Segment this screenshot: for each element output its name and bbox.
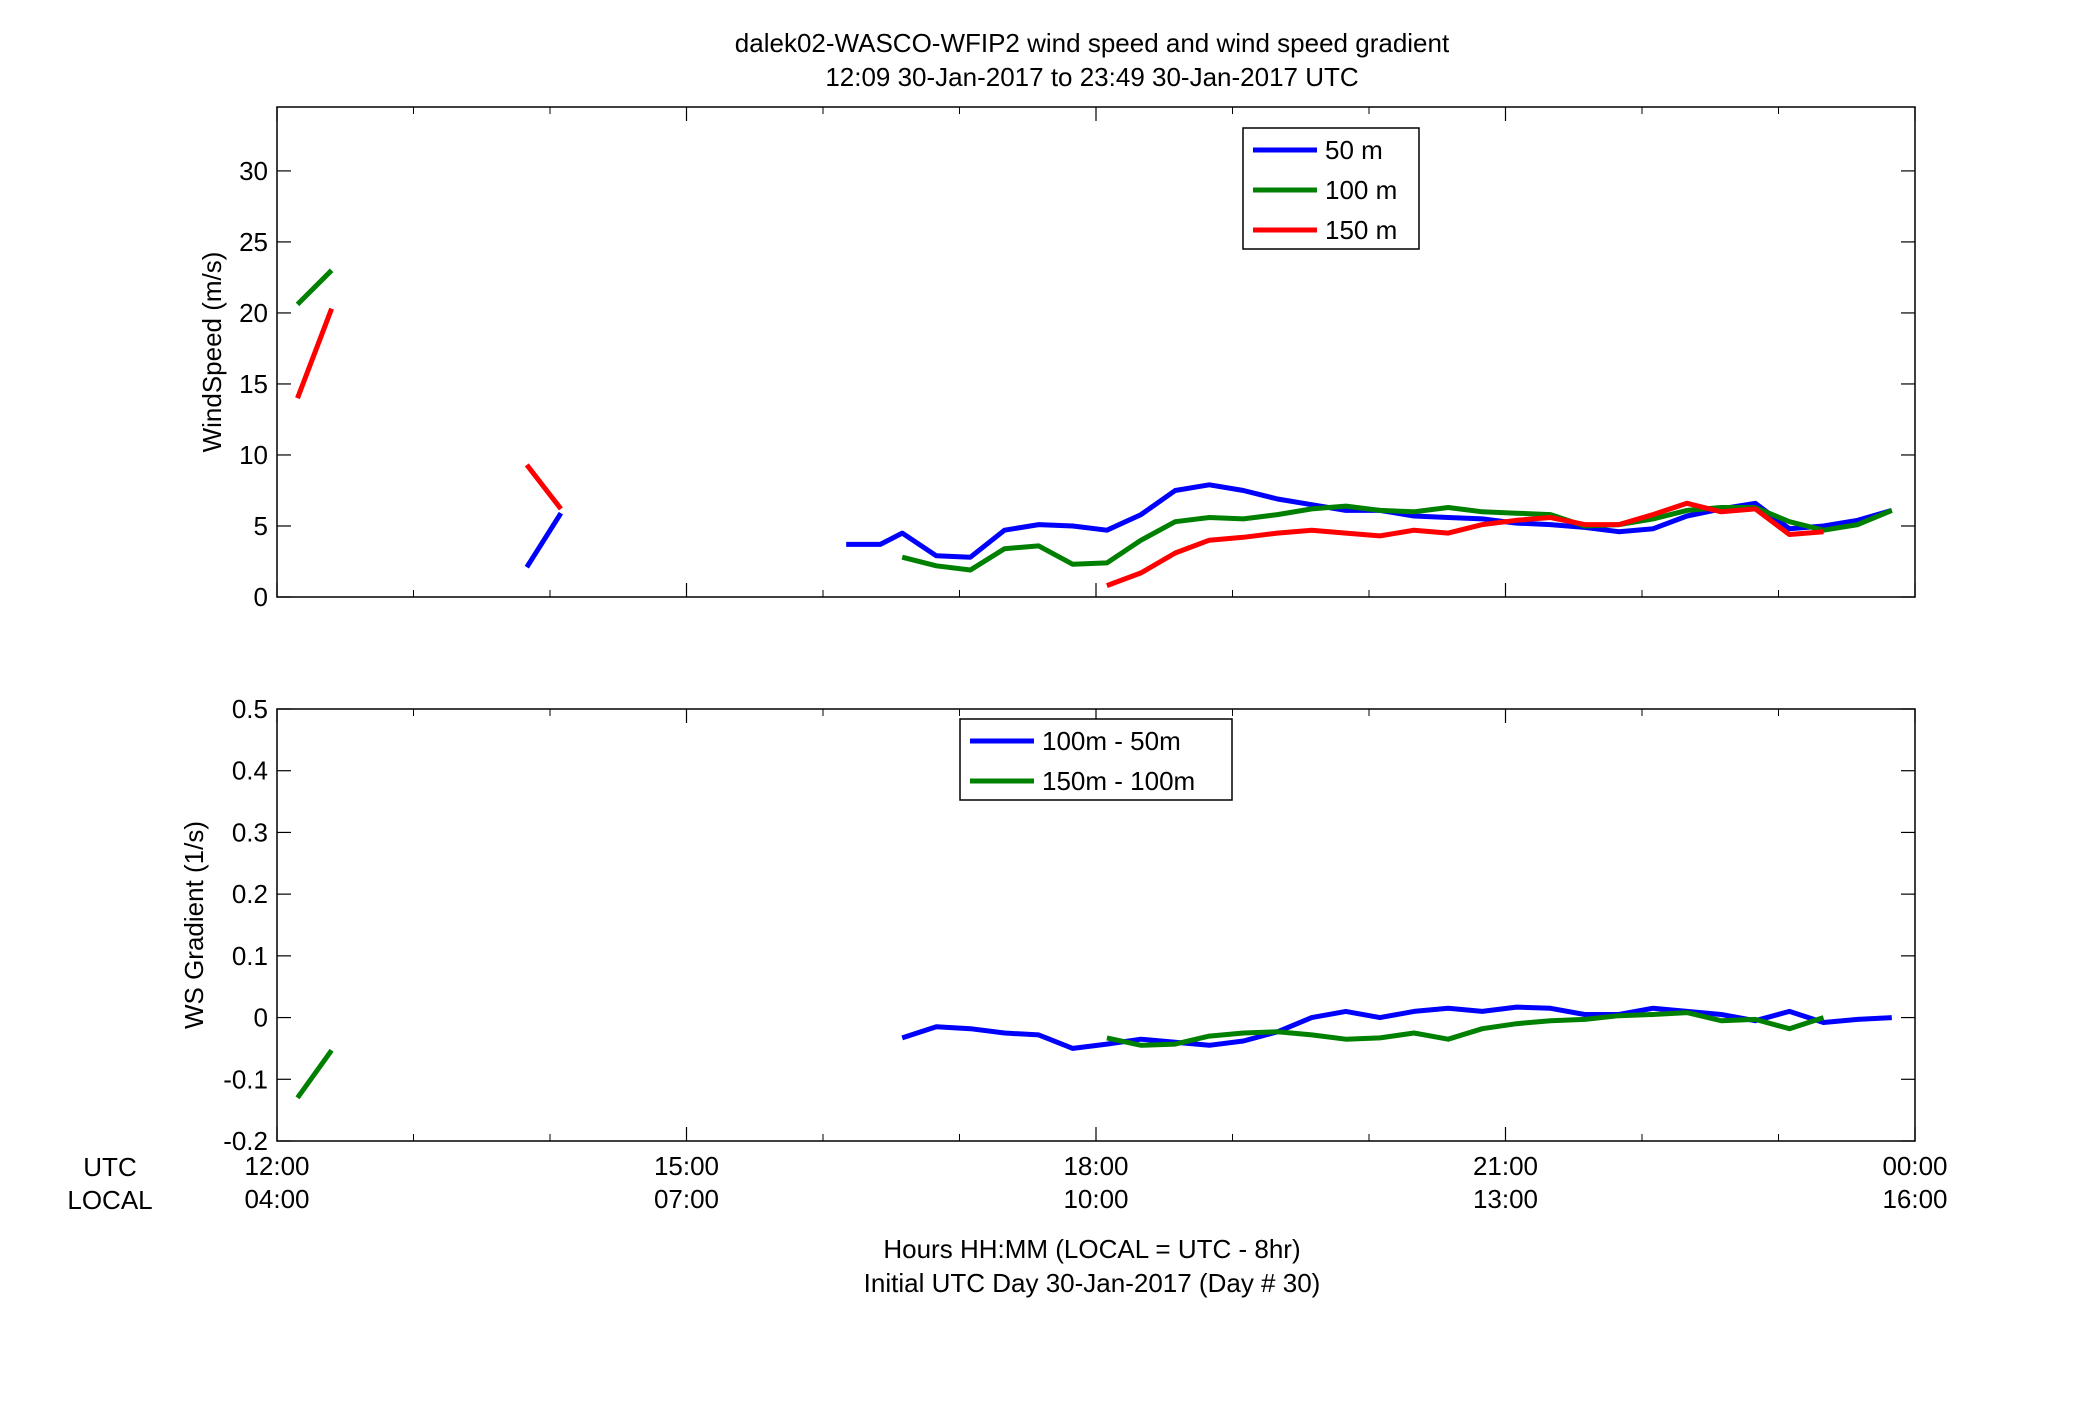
series-line-150-m bbox=[295, 307, 334, 400]
y-tick-label: 10 bbox=[239, 440, 268, 470]
x-tick-label-utc: 18:00 bbox=[1063, 1151, 1128, 1181]
y-tick-label: 30 bbox=[239, 156, 268, 186]
y-tick-label: 0 bbox=[254, 582, 268, 612]
series-150-m bbox=[295, 307, 1824, 588]
y-tick-label: 0.2 bbox=[232, 879, 268, 909]
legend-label: 150 m bbox=[1325, 215, 1397, 245]
wind-speed-gradient-panel: -0.2 -0.1 0 0.1 0.2 0.3 0.4 0.5 WS Gradient (1/s… bbox=[179, 694, 1916, 1156]
series-line-100-m bbox=[295, 268, 334, 307]
x-tick-label-local: 04:00 bbox=[244, 1184, 309, 1214]
y-tick-label: 20 bbox=[239, 298, 268, 328]
y-tick-label: 5 bbox=[254, 511, 268, 541]
y-tick-label: 0.3 bbox=[232, 817, 268, 847]
series-150m-100m bbox=[295, 1010, 1825, 1100]
series-line-150m-100m bbox=[1106, 1010, 1825, 1048]
legend: 50 m 100 m 150 m bbox=[1242, 127, 1420, 250]
x-tick-label-utc: 00:00 bbox=[1882, 1151, 1947, 1181]
y-tick-label: 15 bbox=[239, 369, 268, 399]
y-tick-label: 0.5 bbox=[232, 694, 268, 724]
x-tick-label-local: 13:00 bbox=[1473, 1184, 1538, 1214]
x-tick-label-utc: 12:00 bbox=[244, 1151, 309, 1181]
legend-label: 100m - 50m bbox=[1042, 726, 1181, 756]
x-axis-label-line2: Initial UTC Day 30-Jan-2017 (Day # 30) bbox=[864, 1268, 1321, 1298]
x-tick-label-local: 07:00 bbox=[654, 1184, 719, 1214]
y-tick-label: 0.4 bbox=[232, 756, 268, 786]
x-row-label-utc: UTC bbox=[83, 1152, 136, 1182]
legend-label: 150m - 100m bbox=[1042, 766, 1195, 796]
x-tick-label-utc: 15:00 bbox=[654, 1151, 719, 1181]
legend: 100m - 50m 150m - 100m bbox=[959, 718, 1233, 801]
figure-title-line1: dalek02-WASCO-WFIP2 wind speed and wind … bbox=[735, 28, 1450, 58]
x-row-label-local: LOCAL bbox=[67, 1185, 152, 1215]
x-axis-label-line1: Hours HH:MM (LOCAL = UTC - 8hr) bbox=[883, 1234, 1300, 1264]
series-line-150-m bbox=[1106, 500, 1824, 588]
series-line-100m-50m bbox=[901, 1004, 1892, 1051]
y-axis-label: WindSpeed (m/s) bbox=[197, 252, 227, 453]
y-tick-label: 25 bbox=[239, 227, 268, 257]
series-line-100-m bbox=[901, 503, 1893, 573]
y-tick-label: 0.1 bbox=[232, 941, 268, 971]
y-axis-label: WS Gradient (1/s) bbox=[179, 821, 209, 1029]
x-tick-label-utc: 21:00 bbox=[1473, 1151, 1538, 1181]
legend-box bbox=[959, 718, 1233, 801]
series-line-150-m bbox=[524, 463, 563, 511]
figure-title-line2: 12:09 30-Jan-2017 to 23:49 30-Jan-2017 U… bbox=[825, 62, 1358, 92]
y-tick-label: -0.2 bbox=[223, 1126, 268, 1156]
x-tick-label-local: 16:00 bbox=[1882, 1184, 1947, 1214]
legend-label: 100 m bbox=[1325, 175, 1397, 205]
series-100-m bbox=[295, 268, 1893, 573]
legend-label: 50 m bbox=[1325, 135, 1383, 165]
y-tick-label: 0 bbox=[254, 1003, 268, 1033]
wind-speed-panel: 0 5 10 15 20 25 30 WindSpeed (m/s) 50 m 100 m 150 … bbox=[197, 106, 1916, 612]
series-line-150m-100m bbox=[295, 1048, 334, 1100]
series-100m-50m bbox=[901, 1004, 1892, 1051]
x-tick-label-local: 10:00 bbox=[1063, 1184, 1128, 1214]
y-tick-label: -0.1 bbox=[223, 1064, 268, 1094]
series-line-50-m bbox=[524, 511, 564, 569]
